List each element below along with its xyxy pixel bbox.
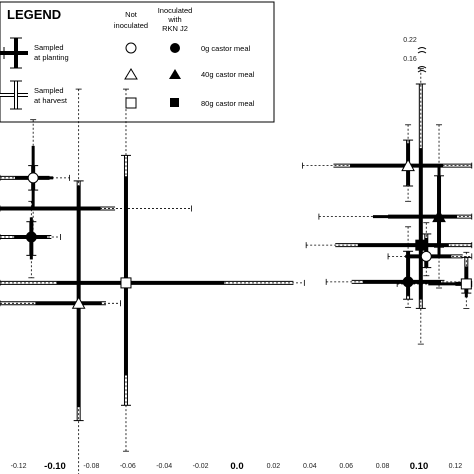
legend-col-not-inoculated-1: Not [125,10,138,19]
legend-planting-line2: at planting [34,53,69,62]
planting-error-cross-6 [325,226,469,308]
harvest-error-cross-5 [408,233,463,269]
harvest-error-cross-7 [333,139,472,187]
x-tick-label-2: -0.10 [44,461,66,472]
planting-error-cross-3 [0,88,305,452]
harvest-cross-icon [0,80,28,110]
x-tick-label-10: 0.06 [339,463,353,470]
x-tick-label-8: 0.02 [267,463,281,470]
legend-harvest-line1: Sampled [34,86,64,95]
legend-row-0g: 0g castor meal [201,44,251,53]
harvest-error-cross-9 [335,83,472,309]
x-tick-label-1: -0.12 [11,463,27,470]
legend-col-not-inoculated-2: inoculated [114,21,148,30]
x-tick-label-12: 0.10 [410,461,429,472]
harvest-error-cross-8 [388,175,472,248]
legend-title: LEGEND [7,7,61,22]
legend-triangle-open-icon [124,68,138,80]
not-inoculated-circle-marker-5 [420,250,432,262]
planting-error-cross-4 [0,205,192,212]
harvest-error-cross-3 [0,154,294,406]
planting-error-cross-8 [318,124,473,289]
legend-frame [0,1,275,123]
x-tick-label-3: -0.08 [83,463,99,470]
legend-col-inoculated-1: Inoculated [158,6,193,15]
axis-break-label-lower: 0.16 [403,56,417,63]
legend-col-inoculated-3: RKN J2 [162,24,188,33]
inoculated-triangle-marker-8 [432,209,446,223]
not-inoculated-triangle-marker-2 [71,296,86,309]
inoculated-circle-marker-1 [25,231,37,243]
inoculated-circle-marker-6 [402,276,414,288]
not-inoculated-square-marker-10 [460,278,472,290]
planting-error-cross-7 [302,124,473,202]
planting-cross-icon [0,37,28,69]
x-tick-label-5: -0.04 [156,463,172,470]
plot-area [0,68,473,474]
not-inoculated-triangle-marker-7 [401,158,415,172]
x-tick-label-4: -0.06 [120,463,136,470]
legend-row-80g: 80g castor meal [201,99,255,108]
axis-break-icon [417,47,427,73]
not-inoculated-square-marker-3 [120,277,132,289]
legend-square-filled-icon [170,98,179,107]
legend-circle-filled-icon [170,43,180,53]
harvest-error-cross-2 [0,180,106,422]
legend: LEGEND Sampled at planting Sampled at ha… [0,1,275,123]
x-axis: -0.14-0.12-0.10-0.08-0.06-0.04-0.020.00.… [11,461,463,472]
x-tick-label-13: 0.12 [449,463,463,470]
legend-planting-line1: Sampled [34,43,64,52]
axis-break-label-upper: 0.22 [403,37,417,44]
x-tick-label-9: 0.04 [303,463,317,470]
x-tick-label-11: 0.08 [376,463,390,470]
legend-circle-open-icon [125,42,137,54]
legend-square-open-icon [125,97,137,109]
x-tick-label-7: 0.0 [230,461,243,472]
planting-error-cross-9 [305,68,473,345]
legend-col-inoculated-2: with [167,15,181,24]
x-tick-label-6: -0.02 [193,463,209,470]
legend-harvest-line2: at harvest [34,96,68,105]
legend-row-40g: 40g castor meal [201,70,255,79]
legend-triangle-filled-icon [169,69,181,79]
harvest-error-cross-1 [0,221,52,256]
inoculated-square-marker-9 [415,239,427,251]
not-inoculated-circle-marker-0 [27,172,39,184]
